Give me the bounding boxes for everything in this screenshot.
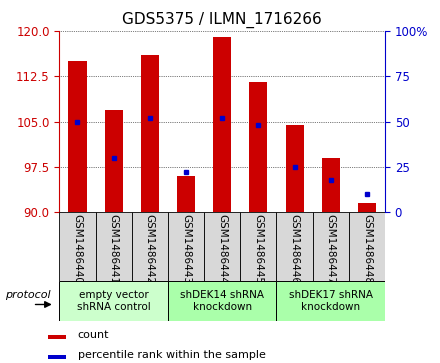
Text: empty vector
shRNA control: empty vector shRNA control	[77, 290, 150, 312]
Bar	[313, 212, 349, 281]
Bar	[59, 281, 168, 321]
Bar	[48, 335, 66, 339]
Bar	[168, 212, 204, 281]
Bar	[249, 82, 268, 212]
Text: GSM1486440: GSM1486440	[73, 215, 82, 284]
Text: percentile rank within the sample: percentile rank within the sample	[78, 350, 265, 360]
Bar	[177, 176, 195, 212]
Text: GSM1486443: GSM1486443	[181, 215, 191, 285]
Text: shDEK14 shRNA
knockdown: shDEK14 shRNA knockdown	[180, 290, 264, 312]
Bar	[276, 281, 385, 321]
Title: GDS5375 / ILMN_1716266: GDS5375 / ILMN_1716266	[122, 12, 322, 28]
Bar	[322, 158, 340, 212]
Bar	[168, 281, 276, 321]
Text: GSM1486445: GSM1486445	[253, 215, 264, 285]
Bar	[105, 110, 123, 212]
Bar	[276, 212, 313, 281]
Bar	[358, 203, 376, 212]
Text: GSM1486444: GSM1486444	[217, 215, 227, 285]
Bar	[213, 37, 231, 212]
Bar	[95, 212, 132, 281]
Text: GSM1486441: GSM1486441	[109, 215, 119, 285]
Bar	[204, 212, 240, 281]
Text: protocol: protocol	[5, 290, 50, 300]
Bar	[132, 212, 168, 281]
Text: GSM1486442: GSM1486442	[145, 215, 155, 285]
Text: count: count	[78, 330, 109, 340]
Bar	[286, 125, 304, 212]
Text: GSM1486447: GSM1486447	[326, 215, 336, 285]
Bar	[349, 212, 385, 281]
Bar	[240, 212, 276, 281]
Text: shDEK17 shRNA
knockdown: shDEK17 shRNA knockdown	[289, 290, 373, 312]
Bar	[59, 212, 95, 281]
Bar	[48, 355, 66, 359]
Bar	[141, 55, 159, 212]
Text: GSM1486448: GSM1486448	[362, 215, 372, 285]
Text: GSM1486446: GSM1486446	[290, 215, 300, 285]
Bar	[69, 61, 87, 212]
